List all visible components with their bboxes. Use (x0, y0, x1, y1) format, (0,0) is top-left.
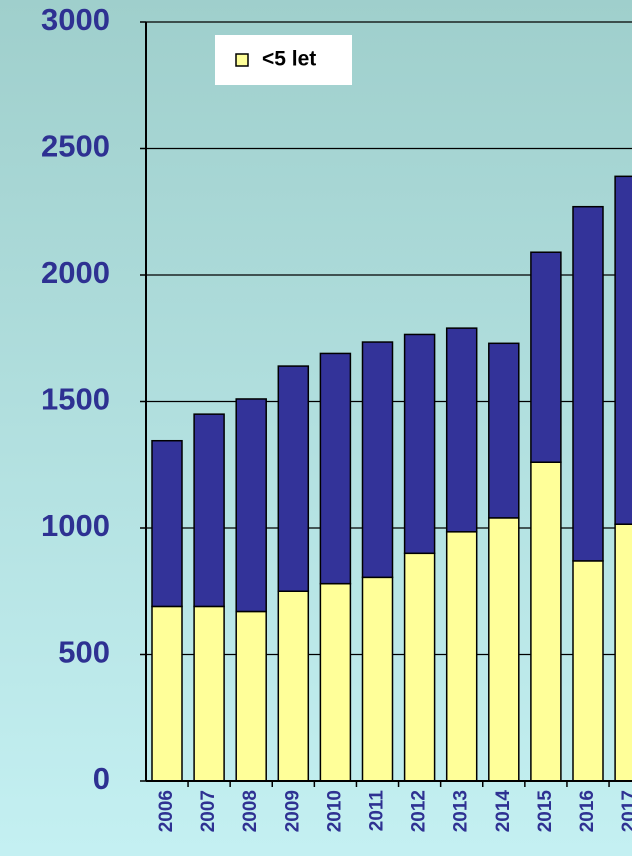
x-tick-label: 2015 (535, 790, 556, 833)
bar-segment (277, 590, 310, 782)
bar-segment (445, 531, 478, 782)
x-tick-label: 2016 (577, 790, 598, 832)
bar-segment (361, 341, 394, 579)
bar-segment (572, 560, 604, 782)
y-tick-label: 1000 (41, 508, 110, 543)
y-tick-label: 2000 (41, 255, 110, 290)
bar-segment (151, 439, 183, 608)
x-tick-label: 2013 (451, 790, 472, 832)
bar-segment (403, 552, 436, 782)
bar-segment (530, 461, 562, 782)
bar-segment (193, 413, 225, 608)
x-tick-label: 2009 (282, 790, 303, 832)
bar-segment (614, 523, 632, 782)
bar-segment (319, 582, 352, 782)
bar-segment (277, 365, 310, 592)
bar-segment (319, 352, 352, 585)
bar-segment (488, 517, 520, 782)
bar-segment (193, 605, 225, 782)
y-tick-label: 0 (93, 761, 110, 796)
bar-segment (488, 342, 520, 519)
x-tick-label: 2008 (240, 790, 261, 832)
bar-segment (151, 605, 183, 782)
bar-segment (235, 398, 267, 613)
bar-segment (445, 327, 478, 533)
bar-segment (614, 175, 632, 525)
x-tick-label: 2012 (409, 790, 430, 832)
bar-segment (530, 251, 562, 463)
legend-swatch (235, 53, 249, 67)
bar-segment (572, 205, 604, 562)
x-tick-label: 2017 (619, 790, 632, 832)
x-tick-label: 2014 (493, 790, 514, 833)
y-tick-label: 500 (58, 635, 110, 670)
y-tick-label: 3000 (41, 2, 110, 37)
legend-label: <5 let (262, 48, 316, 71)
x-tick-label: 2007 (198, 790, 219, 832)
bar-segment (361, 576, 394, 782)
y-tick-label: 1500 (41, 382, 110, 417)
x-tick-label: 2010 (324, 790, 345, 832)
y-tick-label: 2500 (41, 129, 110, 164)
bar-segment (235, 610, 267, 782)
bar-segment (403, 333, 436, 555)
x-tick-label: 2006 (156, 790, 177, 832)
x-tick-label: 2011 (367, 790, 388, 832)
